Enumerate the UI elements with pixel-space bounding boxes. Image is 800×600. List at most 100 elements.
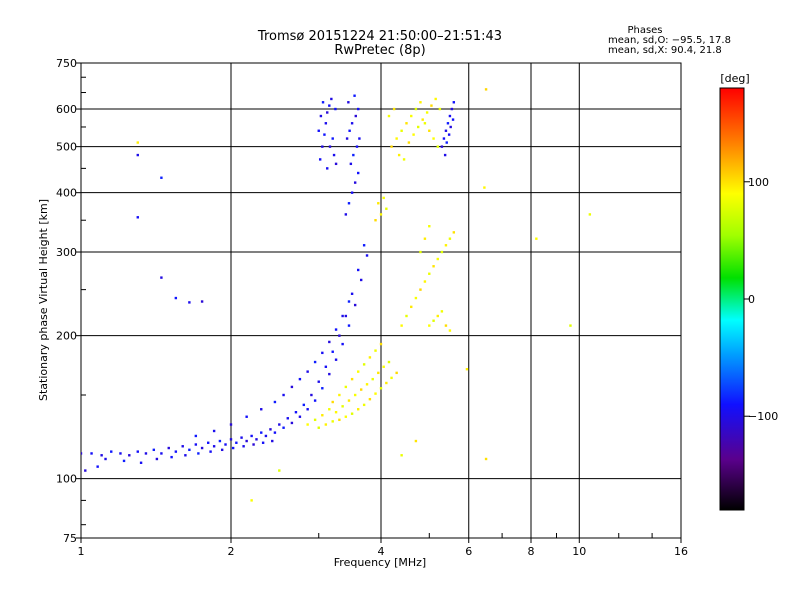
data-point-o xyxy=(252,443,255,446)
data-point-o xyxy=(261,441,265,444)
y-tick-label: 400 xyxy=(56,187,77,200)
data-point-o xyxy=(328,372,331,376)
x-tick-label: 4 xyxy=(378,545,385,558)
data-point-o xyxy=(350,191,354,194)
data-point-x xyxy=(432,265,435,268)
data-point-x xyxy=(407,141,411,144)
data-point-x xyxy=(321,414,324,417)
data-point-o xyxy=(290,385,294,389)
data-point-o xyxy=(260,408,263,411)
colorbar-ticks: 100 0 −100 xyxy=(744,176,778,423)
data-point-o xyxy=(206,441,210,444)
data-point-x xyxy=(432,319,435,322)
data-point-x xyxy=(414,107,418,111)
data-point-x xyxy=(432,137,435,140)
data-point-o xyxy=(184,454,187,457)
data-point-o xyxy=(302,403,306,407)
data-point-o xyxy=(136,153,139,157)
data-point-o xyxy=(334,328,338,331)
data-point-o xyxy=(136,450,139,453)
data-point-o xyxy=(282,426,285,429)
data-point-x xyxy=(278,469,281,472)
data-point-o xyxy=(286,417,289,420)
colorbar-tick-label: 100 xyxy=(748,176,769,189)
data-point-x xyxy=(410,114,413,118)
data-point-o xyxy=(356,171,360,175)
data-point-o xyxy=(328,104,331,107)
data-point-o xyxy=(194,434,198,438)
data-point-o xyxy=(273,400,277,404)
data-point-o xyxy=(321,351,324,355)
data-point-o xyxy=(319,114,323,118)
phases-legend-title: Phases xyxy=(627,25,662,36)
data-point-x xyxy=(423,237,427,240)
data-point-x xyxy=(350,377,354,381)
data-point-x xyxy=(436,145,439,148)
data-point-x xyxy=(317,426,320,429)
y-tick-label: 300 xyxy=(56,246,77,259)
data-point-o xyxy=(341,314,344,318)
data-point-o xyxy=(242,445,245,448)
colorbar-label: [deg] xyxy=(720,72,749,85)
data-point-x xyxy=(324,423,328,426)
x-tick-label: 16 xyxy=(674,545,688,558)
data-point-o xyxy=(347,101,350,104)
data-point-o xyxy=(174,450,178,453)
data-point-x xyxy=(385,207,388,210)
data-point-o xyxy=(341,342,344,346)
data-point-x xyxy=(377,371,380,375)
data-point-x xyxy=(392,107,396,111)
data-point-x xyxy=(419,101,422,104)
data-point-x xyxy=(400,454,403,457)
data-point-o xyxy=(96,465,99,468)
data-point-x xyxy=(448,237,452,240)
data-point-o xyxy=(144,452,148,455)
data-point-o xyxy=(442,137,446,140)
data-point-o xyxy=(194,443,198,446)
data-point-x xyxy=(379,342,383,346)
data-point-o xyxy=(334,107,337,111)
data-point-o xyxy=(352,153,355,157)
data-point-o xyxy=(174,296,178,300)
data-point-o xyxy=(347,324,351,327)
data-point-x xyxy=(344,415,348,418)
data-point-x xyxy=(430,104,433,107)
data-point-o xyxy=(271,439,274,443)
data-point-o xyxy=(334,162,338,166)
data-point-o xyxy=(298,377,302,381)
data-point-x xyxy=(368,356,372,359)
data-point-o xyxy=(353,303,357,307)
phases-legend-o: mean, sd,O: −95.5, 17.8 xyxy=(608,35,731,46)
data-point-o xyxy=(136,216,139,219)
data-point-o xyxy=(269,428,272,431)
data-point-o xyxy=(326,167,329,170)
data-point-x xyxy=(588,213,592,216)
data-point-o xyxy=(321,145,324,148)
data-point-o xyxy=(323,133,326,136)
chart-title: Tromsø 20151224 21:50:00–21:51:43 xyxy=(257,29,502,44)
data-point-o xyxy=(167,446,170,450)
data-point-o xyxy=(450,107,454,111)
data-point-x xyxy=(535,237,538,240)
data-point-o xyxy=(152,448,156,452)
data-point-x xyxy=(428,129,431,132)
data-point-o xyxy=(155,457,159,461)
data-point-o xyxy=(245,415,248,418)
data-point-o xyxy=(313,399,317,402)
data-point-x xyxy=(313,418,317,422)
data-point-x xyxy=(306,423,309,426)
data-point-o xyxy=(353,181,357,184)
data-point-o xyxy=(362,244,366,247)
data-point-o xyxy=(332,153,336,157)
data-point-x xyxy=(350,412,354,415)
data-point-o xyxy=(209,450,212,453)
data-point-o xyxy=(220,448,224,452)
data-point-o xyxy=(344,213,348,216)
data-point-x xyxy=(377,202,380,205)
axis-ticks: 1 2 4 6 8 10 16 75 100 200 300 400 500 600 750 xyxy=(56,57,688,558)
data-point-o xyxy=(350,292,354,296)
y-tick-label: 500 xyxy=(56,141,77,154)
colorbar-tick-label: 0 xyxy=(748,293,755,306)
data-point-o xyxy=(231,446,235,450)
data-point-x xyxy=(382,365,385,368)
